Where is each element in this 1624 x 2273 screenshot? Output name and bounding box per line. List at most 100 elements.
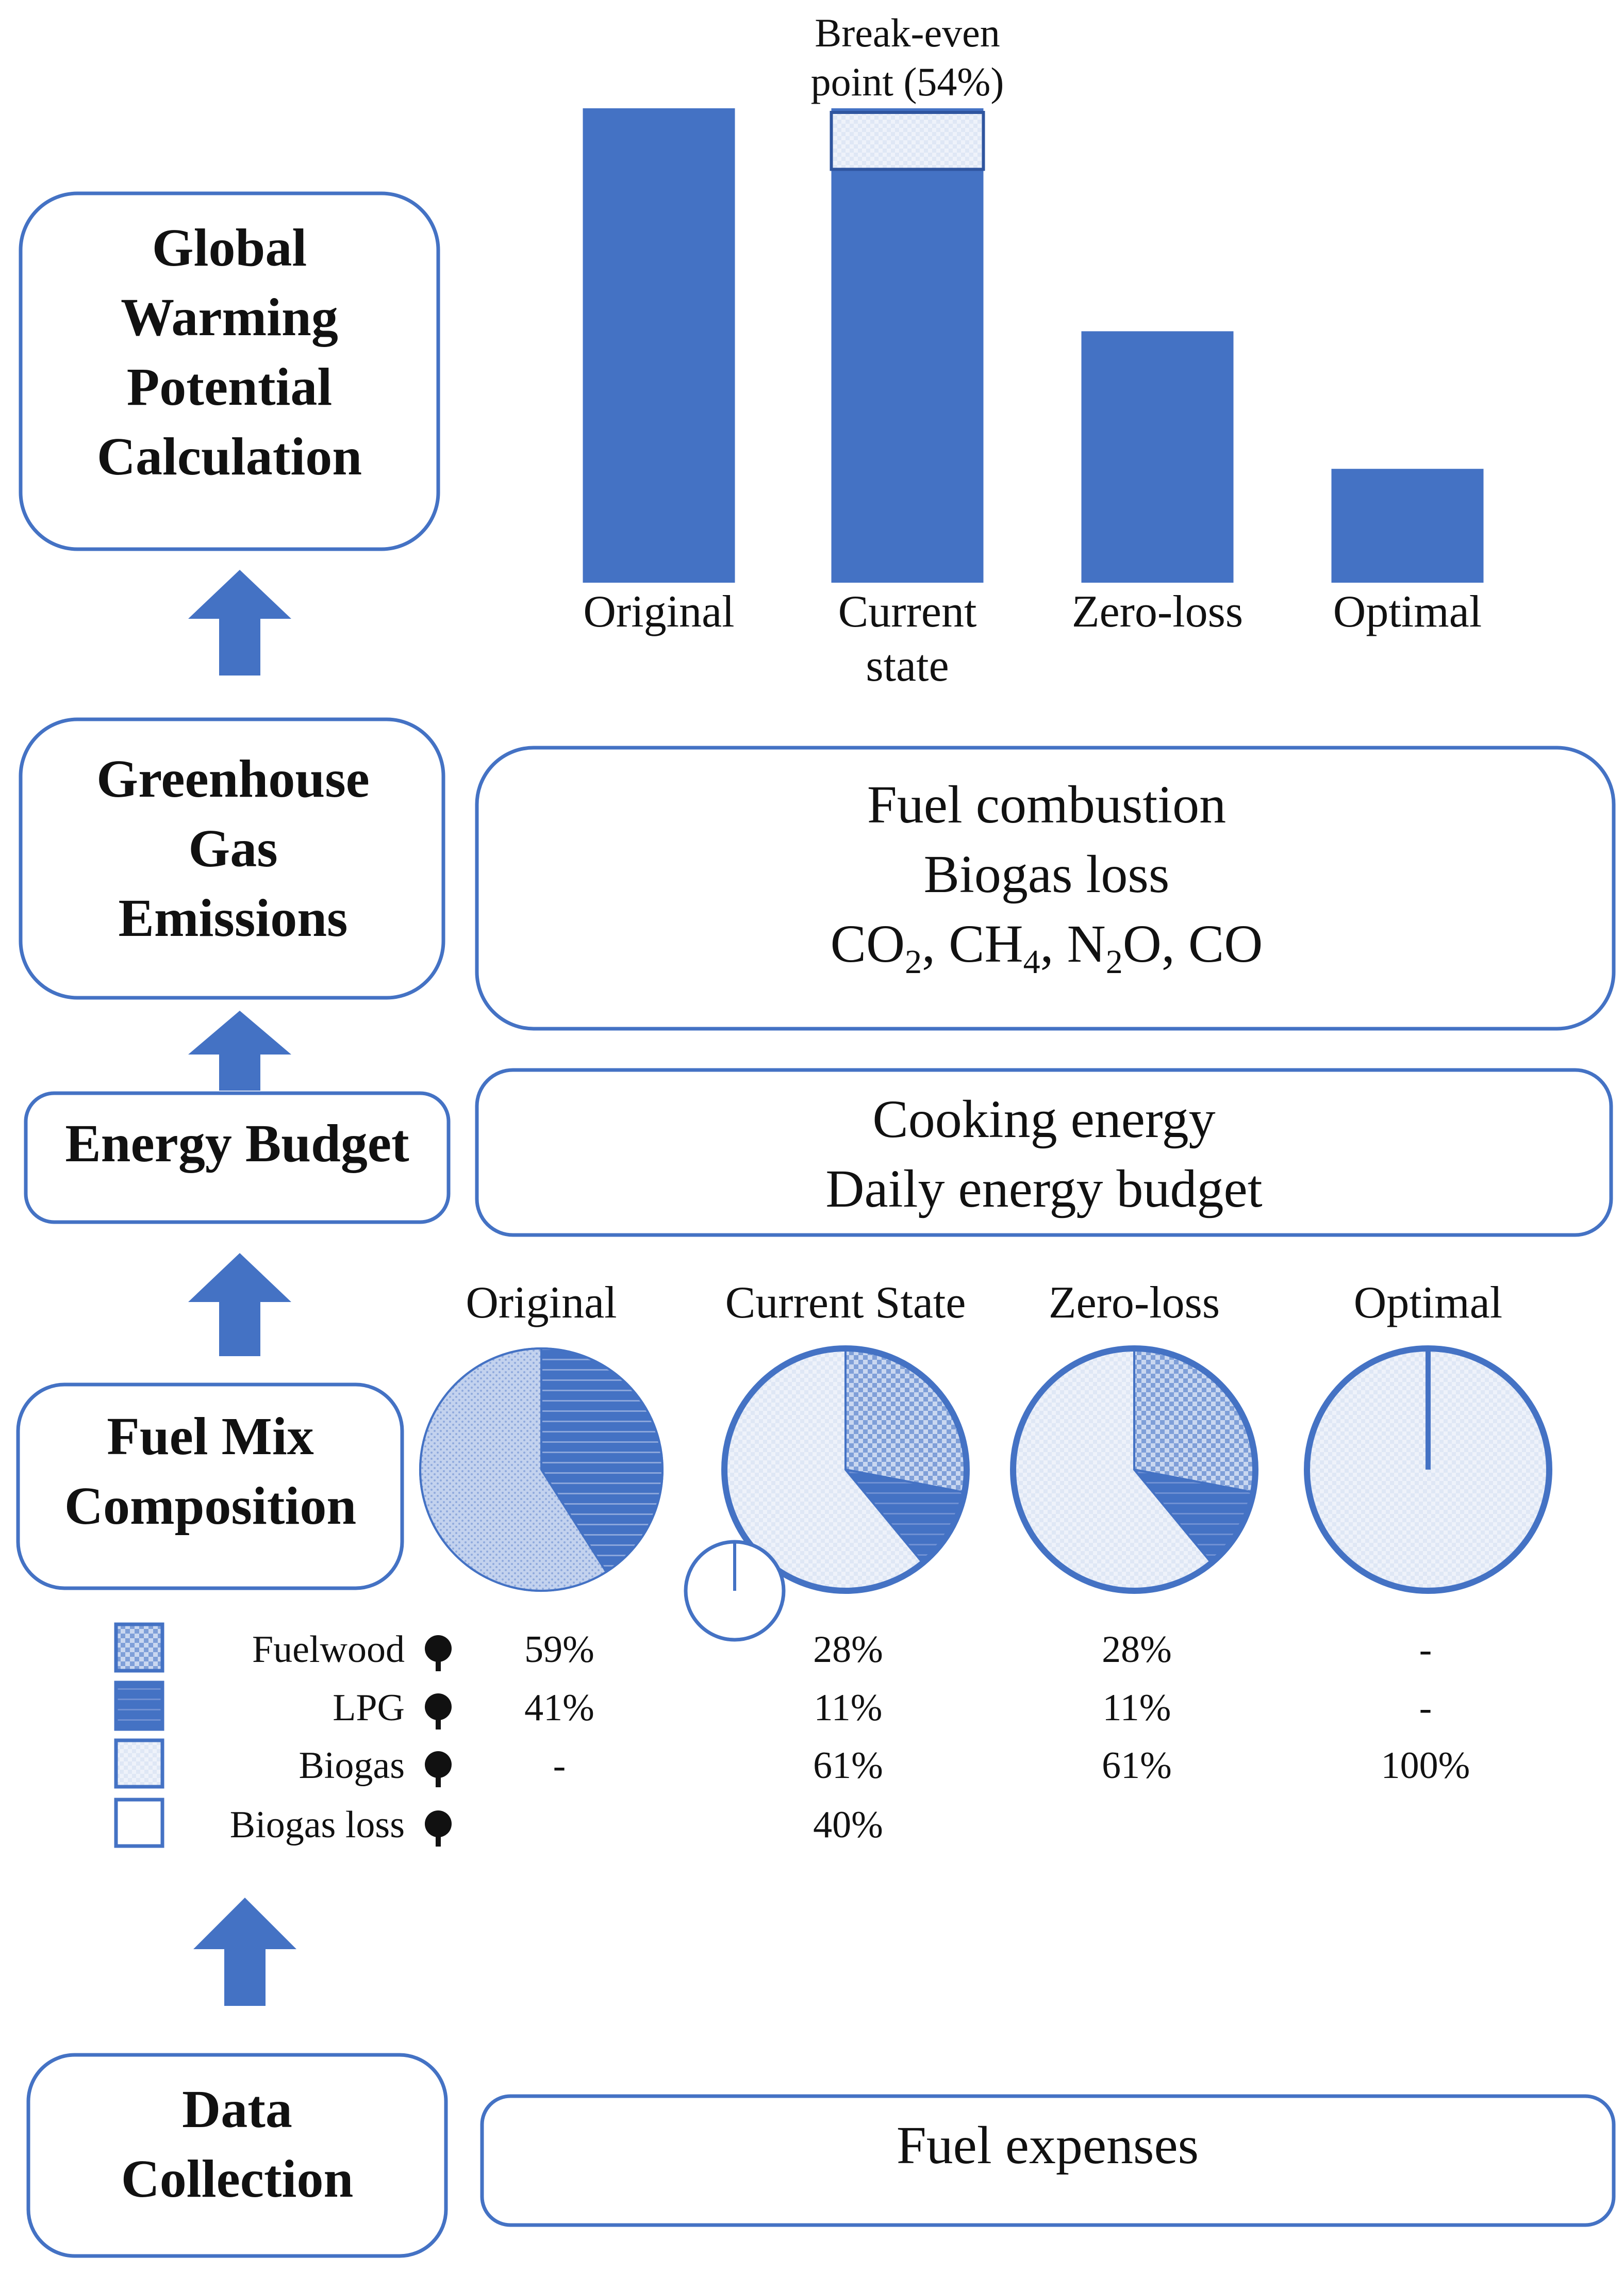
legend-value: 41% [524, 1687, 594, 1729]
legend-value: 59% [524, 1628, 594, 1671]
fuel-icon-stem [436, 1659, 441, 1671]
detail-ghg-line-1: Fuel combustion [867, 775, 1226, 834]
bar-category-label: Zero-loss [1072, 587, 1243, 637]
fuel-icon [425, 1635, 452, 1662]
legend-value: 61% [1102, 1744, 1172, 1787]
legend-label: LPG [333, 1687, 405, 1729]
bar-1 [831, 108, 984, 583]
pie-outline [1010, 1345, 1258, 1594]
stage-data-box [26, 2053, 448, 2258]
legend-value: 11% [1103, 1687, 1171, 1729]
bar-category-label: Optimal [1333, 587, 1482, 637]
pie-title: Optimal [1354, 1278, 1502, 1328]
stage-data-line-2: Collection [121, 2149, 354, 2209]
gas-formula-base: N [1067, 914, 1106, 974]
detail-data: Fuel expenses [480, 2094, 1616, 2227]
gas-formula-rest: , [1040, 914, 1067, 974]
pie-outline [1304, 1345, 1552, 1594]
fuel-icon-stem [436, 1834, 441, 1847]
detail-data-line-1: Fuel expenses [897, 2116, 1199, 2175]
stage-fuelmix: Fuel Mix Composition [16, 1382, 404, 1590]
pie-title: Zero-loss [1049, 1278, 1220, 1328]
legend-label: Fuelwood [252, 1628, 405, 1671]
legend-swatch-biogas-loss [114, 1798, 164, 1848]
pie-title: Current State [725, 1278, 966, 1328]
break-even-marker [830, 111, 985, 171]
detail-ghg-gases: CO2, CH4, N2O, CO [831, 914, 1263, 981]
bar-category-label: Original [583, 587, 734, 637]
pie-slice-fuelwood [844, 1347, 968, 1494]
detail-energy-line-1: Cooking energy [872, 1090, 1215, 1149]
detail-energy-line-2: Daily energy budget [825, 1159, 1262, 1218]
bar-category-label: Current [838, 587, 977, 637]
legend-label: Biogas [299, 1744, 405, 1787]
detail-energy-box [475, 1068, 1613, 1237]
legend-value: - [1419, 1687, 1432, 1729]
arrow-up-icon [188, 1011, 291, 1091]
pie-title: Original [466, 1278, 617, 1328]
arrow-up-icon [193, 1898, 296, 2006]
gas-formula-base: CH [949, 914, 1023, 974]
gas-formula-base: CO [831, 914, 905, 974]
gas-formula-base: CO [1188, 914, 1263, 974]
legend-label: Biogas loss [230, 1804, 405, 1846]
stage-gwp-line-1: Global [152, 218, 307, 277]
legend-value: - [1419, 1628, 1432, 1671]
detail-ghg: Fuel combustion Biogas loss CO2, CH4, N2… [475, 746, 1616, 1031]
stage-gwp-line-2: Warming [121, 288, 338, 347]
detail-data-box [480, 2094, 1616, 2227]
fuel-mix-pies: Original Current State Zero-loss Optimal [419, 1278, 1552, 1642]
gas-formula-rest: O, [1123, 914, 1188, 974]
legend-value: 28% [813, 1628, 883, 1671]
legend-swatch-biogas [114, 1738, 164, 1789]
detail-ghg-box [475, 746, 1616, 1031]
stage-fuelmix-line-1: Fuel Mix [107, 1407, 313, 1466]
stage-data-line-1: Data [182, 2080, 292, 2139]
stage-energy: Energy Budget [24, 1091, 451, 1224]
stage-ghg: Greenhouse Gas Emissions [19, 717, 445, 1000]
fuel-legend-table: Fuelwood 59% 28% 28% - LPG 41% 11% 11% - Biogas - 61… [114, 1622, 1470, 1848]
legend-swatch-lpg [114, 1681, 164, 1731]
pie-outline [721, 1345, 970, 1594]
legend-swatch-fuelwood [114, 1622, 164, 1673]
stage-energy-box [24, 1091, 451, 1224]
stage-data: Data Collection [26, 2053, 448, 2258]
stage-ghg-line-1: Greenhouse [96, 749, 370, 809]
detail-energy: Cooking energy Daily energy budget [475, 1068, 1613, 1237]
arrow-up-icon [188, 1253, 291, 1356]
stage-ghg-line-2: Gas [188, 819, 277, 878]
break-even-label: Break-even [815, 10, 1000, 55]
stage-fuelmix-box [16, 1382, 404, 1590]
bar-3 [1331, 469, 1484, 583]
break-even-label: point (54%) [811, 59, 1004, 104]
stage-gwp-box [19, 191, 440, 551]
fuel-icon [425, 1751, 452, 1778]
pie-slice-fuelwood [1133, 1347, 1256, 1494]
legend-value: - [553, 1744, 566, 1787]
gas-formula-rest: , [922, 914, 949, 974]
bar-2 [1081, 331, 1234, 583]
legend-value: 40% [813, 1804, 883, 1846]
legend-value: 100% [1381, 1744, 1470, 1787]
gas-formula-subscript: 4 [1023, 943, 1040, 981]
stage-fuelmix-line-2: Composition [64, 1476, 356, 1536]
arrow-up-icon [188, 570, 291, 676]
bar-0 [583, 108, 735, 583]
legend-value: 28% [1102, 1628, 1172, 1671]
bar-category-label: state [866, 641, 949, 691]
stage-energy-line-1: Energy Budget [65, 1114, 409, 1173]
stage-gwp-line-4: Calculation [97, 427, 362, 486]
stage-gwp-line-3: Potential [127, 357, 333, 417]
stage-gwp: Global Warming Potential Calculation [19, 191, 440, 551]
fuel-icon [425, 1693, 452, 1720]
fuel-icon [425, 1810, 452, 1837]
legend-value: 61% [813, 1744, 883, 1787]
pie-outline [419, 1347, 664, 1592]
gas-formula-subscript: 2 [1106, 943, 1123, 981]
stage-ghg-box [19, 717, 445, 1000]
detail-ghg-line-2: Biogas loss [924, 845, 1170, 904]
fuel-icon-stem [436, 1717, 441, 1730]
legend-value: 11% [814, 1687, 883, 1729]
